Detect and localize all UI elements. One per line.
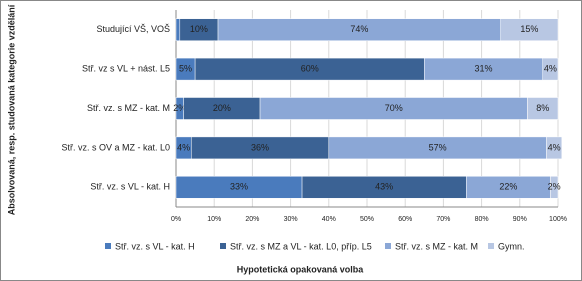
bar-segment [175,18,181,41]
data-label: 43% [375,182,393,192]
data-label: 15% [520,24,538,34]
x-tick-label: 60% [398,216,412,223]
data-label: 8% [536,103,549,113]
data-label: 2% [173,103,186,113]
category-label: Stř. vz s VL + nást. L5 [82,63,170,73]
category-label: Studující VŠ, VOŠ [96,24,170,34]
legend-label: Stř. vz. s MZ - kat. M [395,241,478,251]
data-label: 74% [350,24,368,34]
data-label: 31% [475,63,493,73]
x-tick-label: 10% [207,216,221,223]
data-label: 57% [429,142,447,152]
x-tick-label: 80% [475,216,489,223]
data-label: 70% [385,103,403,113]
x-tick-label: 20% [245,216,259,223]
data-label: 22% [499,182,517,192]
x-tick-label: 0% [171,216,181,223]
data-label: 10% [190,24,208,34]
x-tick-label: 50% [360,216,374,223]
data-label: 5% [179,63,192,73]
data-label: 2% [548,182,561,192]
x-tick-label: 40% [322,216,336,223]
data-label: 4% [544,63,557,73]
bar-segment [527,97,559,120]
bar-segment [500,18,559,41]
bar-segment [546,136,563,160]
category-label: Stř. vz. s MZ - kat. M [87,103,170,113]
x-tick-label: 100% [549,216,567,223]
legend-label: Stř. vz. s VL - kat. H [115,241,195,251]
data-label: 4% [177,142,190,152]
data-label: 20% [213,103,231,113]
legend-swatch [488,243,494,249]
legend-swatch [220,243,226,249]
x-axis-title: Hypotetická opakovaná volba [237,264,365,274]
legend-label: Gymn. [498,241,525,251]
bar-segment [550,176,559,199]
x-tick-label: 30% [284,216,298,223]
data-label: 60% [301,63,319,73]
legend-label: Stř. vz. s MZ a VL - kat. L0, příp. L5 [230,241,372,251]
legend-swatch [385,243,391,249]
x-tick-label: 70% [436,216,450,223]
data-label: 4% [548,142,561,152]
x-tick-label: 90% [513,216,527,223]
data-label: 36% [251,142,269,152]
bar-segment [542,57,559,81]
legend-swatch [105,243,111,249]
data-label: 33% [230,182,248,192]
category-label: Stř. vz. s VL - kat. H [90,182,170,192]
category-label: Stř. vz. s OV a MZ - kat. L0 [61,142,170,152]
y-axis-title: Absolvovaná, resp. studovaná kategorie v… [6,4,16,215]
